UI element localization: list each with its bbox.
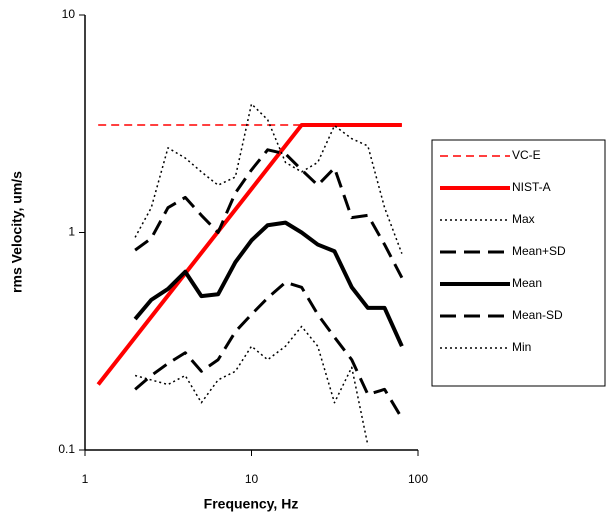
series-line	[96, 123, 402, 386]
series-line	[134, 103, 403, 254]
legend-label: NIST-A	[512, 180, 551, 194]
y-tick-label: 0.1	[58, 442, 75, 456]
legend-label: Min	[512, 340, 531, 354]
series-line	[133, 220, 404, 348]
legend-label: Mean-SD	[512, 308, 563, 322]
y-axis-title: rms Velocity, um/s	[9, 171, 25, 293]
series-line	[134, 148, 404, 279]
series-line	[134, 325, 369, 446]
legend-label: VC-E	[512, 148, 541, 162]
y-tick-label: 1	[68, 225, 75, 239]
y-tick-label: 10	[62, 7, 76, 21]
plot-frame	[85, 15, 418, 450]
legend-label: Mean+SD	[512, 244, 566, 258]
legend-box	[431, 139, 606, 387]
x-tick-label: 100	[408, 472, 428, 486]
x-tick-label: 1	[82, 472, 89, 486]
series-line	[134, 280, 404, 419]
legend-label: Max	[512, 212, 535, 226]
legend-label: Mean	[512, 276, 542, 290]
x-axis-title: Frequency, Hz	[204, 496, 299, 512]
x-tick-label: 10	[245, 472, 259, 486]
